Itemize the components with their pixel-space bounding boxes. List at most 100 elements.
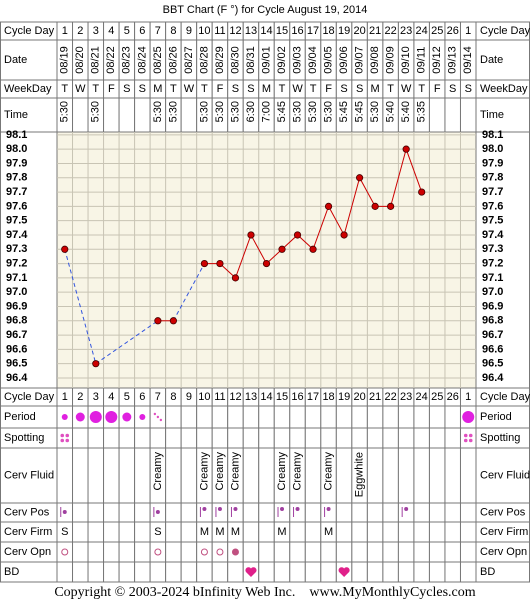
cell (382, 427, 399, 449)
row-label: Cerv Firm (480, 526, 528, 538)
cell (289, 561, 306, 583)
cell (242, 541, 260, 563)
cell (428, 561, 446, 583)
cerv-fluid: Creamy (291, 452, 303, 491)
row-label: Cycle Day (480, 391, 530, 403)
cell (196, 541, 213, 563)
cell (242, 521, 260, 543)
cerv-opn-mark (154, 548, 162, 556)
cell (227, 561, 244, 583)
cell (413, 561, 430, 583)
weekday: S (356, 83, 363, 95)
bd-heart (245, 567, 257, 577)
cell (351, 521, 368, 543)
date: 08/29 (214, 46, 226, 74)
date: 08/25 (152, 46, 164, 74)
row-label: WeekDay (480, 83, 528, 95)
row-label: Cerv Pos (480, 506, 526, 518)
date: 08/21 (90, 46, 102, 74)
cycle-day: 18 (322, 391, 334, 403)
row-label: Cerv Fluid (480, 469, 530, 481)
temp-point (324, 202, 333, 210)
cell (382, 541, 399, 563)
cycle-day: 9 (186, 25, 192, 37)
cycle-day: 19 (338, 25, 350, 37)
cerv-pos-mark (326, 507, 331, 511)
date: 08/22 (105, 46, 117, 74)
cell (304, 502, 322, 523)
cycle-day: 26 (447, 391, 459, 403)
cell (258, 405, 275, 429)
label-cell (0, 97, 58, 133)
cell (227, 405, 244, 429)
cell (397, 502, 415, 523)
date: 09/08 (369, 46, 381, 74)
y-tick-label: 96.6 (482, 343, 503, 355)
cell (118, 97, 136, 133)
temp-point (231, 274, 240, 282)
date: 09/14 (462, 46, 474, 74)
cell (444, 427, 461, 449)
cell (459, 447, 477, 504)
cycle-day: 15 (276, 25, 288, 37)
y-tick-label: 96.9 (6, 300, 27, 312)
cell (134, 97, 151, 133)
cell (196, 502, 213, 523)
label-cell (0, 447, 58, 504)
cerv-opn-mark (61, 548, 69, 556)
cerv-fluid: Creamy (198, 452, 210, 491)
temp-point (169, 317, 177, 325)
temp-point (200, 259, 209, 268)
period-spot (153, 412, 157, 416)
weekday: T (418, 83, 425, 95)
weekday: W (401, 83, 412, 95)
cell (428, 541, 446, 563)
footer: Copyright © 2003-2024 bInfinity Web Inc.… (54, 585, 475, 600)
cell (180, 405, 198, 429)
cycle-day: 1 (62, 25, 68, 37)
weekday: F (108, 83, 115, 95)
date: 08/31 (245, 46, 257, 74)
cell (56, 561, 74, 583)
cell (72, 521, 89, 543)
cell (103, 521, 120, 543)
cell (289, 405, 306, 429)
cell (56, 427, 74, 449)
y-tick-label: 97.6 (6, 200, 27, 212)
y-tick-label: 98.0 (6, 143, 27, 155)
period-mark (89, 411, 102, 423)
time: 5:45 (338, 101, 350, 122)
cerv-opn-mark (216, 548, 224, 556)
cerv-firm: M (277, 526, 286, 538)
period-mark (122, 412, 132, 422)
cell (428, 502, 446, 523)
y-tick-label: 96.7 (482, 329, 503, 341)
cycle-day: 25 (431, 25, 443, 37)
cell (149, 541, 167, 563)
spotting-mark (65, 438, 70, 443)
cycle-day: 25 (431, 391, 443, 403)
cell (273, 561, 291, 583)
cycle-day: 11 (214, 25, 225, 37)
temp-point (154, 317, 162, 325)
row-label: Period (480, 411, 512, 423)
cycle-day: 23 (400, 391, 412, 403)
weekday: W (75, 83, 86, 95)
cell (304, 427, 322, 449)
cell (413, 427, 430, 449)
time: 5:30 (322, 101, 334, 122)
cell (289, 427, 306, 449)
gap-line (172, 263, 205, 322)
y-tick-label: 97.5 (6, 215, 27, 227)
temp-point (340, 231, 348, 239)
cell (444, 405, 461, 429)
cycle-day: 20 (353, 25, 365, 37)
cell (335, 427, 353, 449)
cerv-opn-mark (231, 548, 239, 556)
gap-line (64, 249, 97, 364)
cell (180, 521, 198, 543)
date: 09/11 (416, 47, 428, 74)
weekday: T (92, 83, 99, 95)
cell (56, 541, 74, 563)
time: 5:30 (229, 101, 241, 122)
